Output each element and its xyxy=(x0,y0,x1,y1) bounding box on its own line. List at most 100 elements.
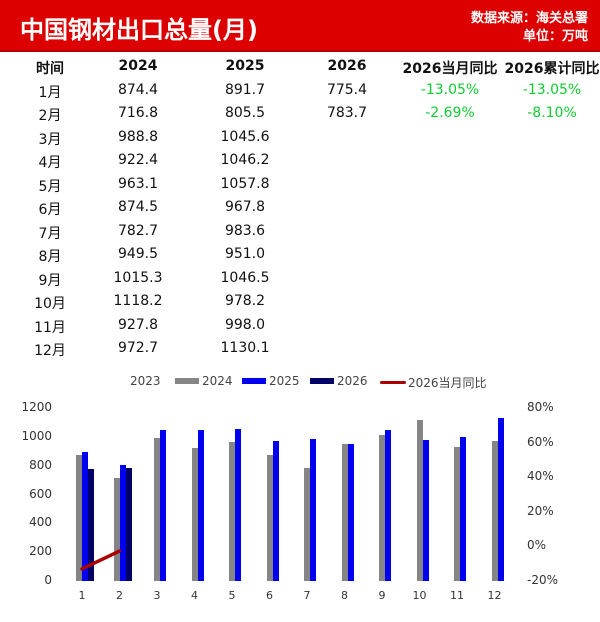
y-axis-tick: 400 xyxy=(29,515,52,530)
bar-2025 xyxy=(119,464,126,581)
table-cell: 1015.3 xyxy=(113,269,163,286)
table-cell: -13.05% xyxy=(522,81,582,98)
y2-axis-tick: 0% xyxy=(527,538,547,553)
y2-axis-tick: 60% xyxy=(527,434,554,449)
bar-2024 xyxy=(341,444,348,581)
bar-2024 xyxy=(491,440,498,581)
table-cell: 922.4 xyxy=(117,152,159,168)
y-axis-tick: 1200 xyxy=(21,400,52,414)
table-cell: 3月 xyxy=(38,131,62,148)
table-row: 4月 922.4 1046.2 xyxy=(0,150,600,174)
table-cell: 2月 xyxy=(38,108,62,124)
x-axis-tick: 2 xyxy=(116,589,123,602)
table-cell: 1046.2 xyxy=(220,152,270,168)
bar-2025 xyxy=(235,428,241,581)
page-title: 中国钢材出口总量(月) xyxy=(20,16,258,44)
column-header: 2026累计同比 xyxy=(504,61,600,77)
x-axis-tick: 11 xyxy=(450,589,464,602)
table-row: 10月 1118.2 978.2 xyxy=(0,291,600,315)
column-header: 2026当月同比 xyxy=(402,61,498,77)
bar-2024 xyxy=(229,442,235,581)
bar-2026 xyxy=(125,468,132,581)
chart-legend: 2023 2024 2025 2026 2026当月同比 xyxy=(0,374,600,390)
table-cell: 775.4 xyxy=(326,81,368,98)
table-row: 5月 963.1 1057.8 xyxy=(0,174,600,198)
table-cell: 11月 xyxy=(34,319,66,336)
table-cell: 988.8 xyxy=(117,128,159,145)
x-axis-tick: 1 xyxy=(78,589,86,602)
legend-swatch xyxy=(242,378,266,384)
x-axis-tick: 5 xyxy=(228,589,236,602)
table-cell: -8.10% xyxy=(527,105,577,121)
table-row: 1月 874.4 891.7 775.4 -13.05% -13.05% xyxy=(0,80,600,104)
bar-2025 xyxy=(310,439,316,581)
table-cell: 1130.1 xyxy=(220,340,270,356)
table-cell: 5月 xyxy=(38,178,62,195)
table-cell: 805.5 xyxy=(224,105,266,121)
table-cell: 874.4 xyxy=(117,81,159,98)
data-table: 时间 2024 2025 2026 2026当月同比 2026累计同比 1月 874.4 891… xyxy=(0,56,600,362)
bar-2025 xyxy=(422,439,429,581)
table-cell: 12月 xyxy=(34,343,66,359)
x-axis-tick: 12 xyxy=(487,589,502,602)
table-row: 11月 927.8 998.0 xyxy=(0,315,600,339)
bar-2025 xyxy=(460,437,466,581)
legend-label: 2026 xyxy=(337,374,368,388)
bar-2025 xyxy=(160,430,166,581)
legend-item[interactable]: 2025 xyxy=(242,374,300,388)
table-cell: 998.0 xyxy=(224,316,266,333)
x-axis-tick: 10 xyxy=(412,589,427,602)
source-info: 数据来源：海关总署 单位：万吨 xyxy=(471,10,588,46)
bar-2024 xyxy=(379,434,385,581)
bar-2024 xyxy=(154,438,160,581)
legend-item[interactable]: 2024 xyxy=(175,374,233,388)
table-cell: 972.7 xyxy=(117,340,159,356)
unit-label: 单位：万吨 xyxy=(522,29,588,44)
bar-2025 xyxy=(272,441,279,581)
y-axis-tick: 600 xyxy=(29,486,52,501)
x-axis-tick: 4 xyxy=(191,589,198,602)
header-banner: 中国钢材出口总量(月) 数据来源：海关总署 单位：万吨 xyxy=(0,0,600,52)
legend-swatch xyxy=(175,378,199,384)
legend-label: 2025 xyxy=(269,374,300,388)
legend-label: 2026当月同比 xyxy=(408,376,487,390)
table-cell: 967.8 xyxy=(224,199,266,215)
bar-2024 xyxy=(266,454,273,581)
bar-2024 xyxy=(113,477,120,581)
bar-2025 xyxy=(82,452,88,581)
table-cell: 6月 xyxy=(38,202,62,218)
legend-label: 2024 xyxy=(202,374,233,388)
table-cell: -13.05% xyxy=(420,81,480,98)
table-cell: 978.2 xyxy=(224,293,266,309)
table-cell: 927.8 xyxy=(117,316,159,333)
y-axis-tick: 1000 xyxy=(21,428,52,443)
bar-2026 xyxy=(88,469,94,581)
table-cell: 1118.2 xyxy=(113,293,163,309)
table-cell: -2.69% xyxy=(425,105,475,121)
y-axis-tick: 800 xyxy=(29,457,52,472)
table-cell: 874.5 xyxy=(117,199,159,215)
table-cell: 1046.5 xyxy=(220,269,270,286)
column-header: 时间 xyxy=(36,61,64,77)
x-axis-tick: 8 xyxy=(341,589,348,602)
x-axis-tick: 6 xyxy=(266,589,273,602)
bar-2024 xyxy=(76,454,82,581)
x-axis-tick: 7 xyxy=(303,589,311,602)
bar-2025 xyxy=(197,430,204,581)
table-cell: 1057.8 xyxy=(220,175,270,192)
column-header: 2025 xyxy=(225,58,265,74)
bar-2025 xyxy=(385,430,391,581)
bar-2024 xyxy=(191,448,198,581)
legend-item[interactable]: 2023 xyxy=(130,374,161,388)
table-row: 8月 949.5 951.0 xyxy=(0,244,600,268)
legend-item[interactable]: 2026 xyxy=(310,374,368,388)
y2-axis-tick: -20% xyxy=(527,573,559,587)
bar-2025 xyxy=(347,443,354,581)
table-cell: 949.5 xyxy=(117,246,159,262)
legend-line xyxy=(380,381,406,384)
table-row: 6月 874.5 967.8 xyxy=(0,197,600,221)
legend-item[interactable]: 2026当月同比 xyxy=(380,374,487,391)
y2-axis-tick: 80% xyxy=(527,400,554,414)
table-row: 9月 1015.3 1046.5 xyxy=(0,268,600,292)
